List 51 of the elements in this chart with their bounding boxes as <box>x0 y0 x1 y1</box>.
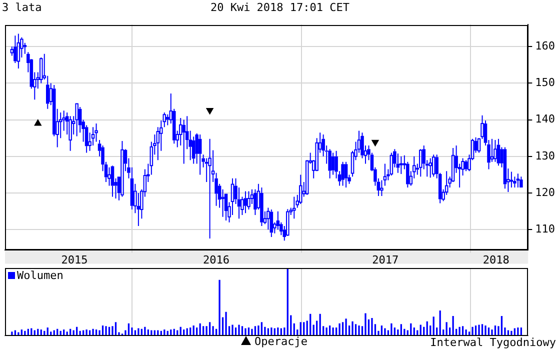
y-tick-label: 110 <box>535 222 556 236</box>
candlestick <box>166 114 170 126</box>
x-tick-label: 2016 <box>203 253 230 266</box>
candlestick <box>419 148 422 178</box>
candlestick <box>331 152 335 176</box>
y-tick-label: 150 <box>535 76 556 90</box>
candlestick <box>328 148 332 179</box>
candlestick <box>46 75 50 110</box>
candlestick <box>182 119 186 164</box>
candlestick <box>400 156 403 174</box>
candlestick <box>341 161 344 186</box>
candlestick <box>75 103 78 137</box>
candlestick <box>130 166 134 210</box>
candlestick <box>270 209 274 238</box>
y-tick-label: 160 <box>535 39 556 52</box>
chart-subtitle: 20 Kwi 2018 17:01 CET <box>210 1 350 14</box>
x-tick-label: 2017 <box>372 253 399 266</box>
y-tick-label: 140 <box>535 112 556 126</box>
chart-title: 3 lata <box>2 1 42 14</box>
candlestick <box>198 134 202 176</box>
candlestick <box>380 180 384 196</box>
y-tick-label: 120 <box>535 186 556 199</box>
x-tick-label: 2018 <box>482 253 510 266</box>
candlestick <box>14 35 17 64</box>
candlestick <box>120 140 124 198</box>
candlestick <box>260 187 264 226</box>
candlestick <box>496 138 500 166</box>
candlestick <box>516 173 520 188</box>
candlestick <box>520 176 523 188</box>
candlestick <box>396 152 400 174</box>
candlestick <box>247 190 250 210</box>
annotation: Interwal Tygodniowy <box>430 336 556 349</box>
candlestick <box>513 176 516 188</box>
candlestick <box>292 196 296 220</box>
candlestick <box>230 178 234 216</box>
legend-label: Wolumen <box>17 269 64 282</box>
candlestick <box>510 171 514 188</box>
candlestick <box>428 158 432 178</box>
candlestick <box>494 139 497 162</box>
candlestick <box>344 161 348 188</box>
candlestick <box>16 33 20 70</box>
candlestick <box>221 188 224 218</box>
candlestick <box>244 190 248 214</box>
y-tick-label: 130 <box>535 149 556 162</box>
candlestick <box>94 122 98 142</box>
candlestick <box>208 138 212 239</box>
legend-label: Operacje <box>254 335 308 348</box>
candlestick <box>110 166 114 198</box>
candlestick <box>68 116 72 152</box>
candlestick <box>298 174 302 205</box>
x-tick-label: 2015 <box>61 253 88 266</box>
